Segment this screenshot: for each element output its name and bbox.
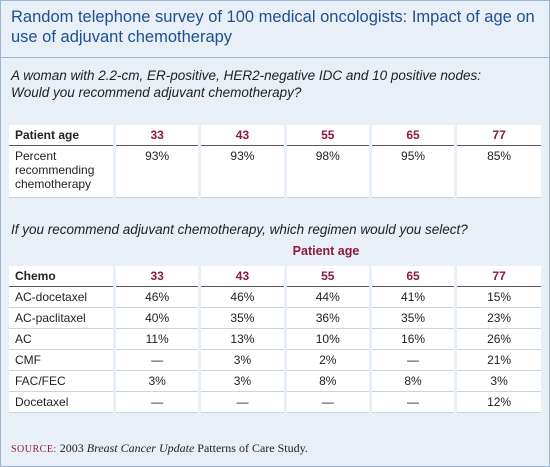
cell: 46% bbox=[112, 286, 200, 308]
header-row: Patient age 33 43 55 65 77 bbox=[9, 125, 541, 146]
cell: — bbox=[283, 391, 371, 413]
cell: 35% bbox=[198, 307, 286, 329]
header-cell: 43 bbox=[198, 125, 286, 146]
cell: 46% bbox=[198, 286, 286, 308]
divider bbox=[1, 57, 549, 58]
cell: 21% bbox=[454, 349, 541, 371]
cell: — bbox=[112, 349, 200, 371]
cell: 8% bbox=[368, 370, 456, 392]
cell: AC-paclitaxel bbox=[9, 307, 115, 329]
cell: 12% bbox=[454, 391, 541, 413]
header-cell: 55 bbox=[283, 266, 371, 287]
cell: Docetaxel bbox=[9, 391, 115, 413]
cell: FAC/FEC bbox=[9, 370, 115, 392]
question: If you recommend adjuvant chemotherapy, … bbox=[11, 222, 468, 237]
cell: 93% bbox=[198, 145, 286, 198]
cell: Percent recommending chemotherapy bbox=[9, 145, 115, 198]
group-header: Patient age bbox=[292, 244, 360, 258]
cell: 23% bbox=[454, 307, 541, 329]
table: Chemo 33 43 55 65 77 AC-docetaxel 46% 46% 44% 41% 1… bbox=[9, 266, 541, 413]
cell: — bbox=[112, 391, 200, 413]
row: FAC/FEC 3% 3% 8% 8% 3% bbox=[9, 370, 541, 392]
source-label: SOURCE: bbox=[11, 444, 57, 455]
cell: 11% bbox=[112, 328, 200, 350]
source-year: 2003 bbox=[59, 441, 84, 455]
source-text: Patterns of Care Study. bbox=[197, 441, 308, 455]
cell: 3% bbox=[198, 370, 286, 392]
cell: — bbox=[368, 391, 456, 413]
row: Docetaxel — — — —12% bbox=[9, 391, 541, 413]
source-publication: Breast Cancer Update bbox=[86, 441, 195, 455]
header-cell: 77 bbox=[454, 125, 541, 146]
cell: 2% bbox=[283, 349, 371, 371]
row: AC-docetaxel 46% 46% 44% 41% 15% bbox=[9, 286, 541, 308]
cell: 95% bbox=[368, 145, 456, 198]
header-cell: 65 bbox=[368, 266, 456, 287]
cell: 44% bbox=[283, 286, 371, 308]
cell: 35% bbox=[368, 307, 456, 329]
cell: 36% bbox=[283, 307, 371, 329]
cell: — bbox=[368, 349, 456, 371]
cell: 26% bbox=[454, 328, 541, 350]
header-cell: 65 bbox=[368, 125, 456, 146]
header-cell: 43 bbox=[198, 266, 286, 287]
cell: CMF bbox=[9, 349, 115, 371]
row: AC 11% 13% 10% 16% 26% bbox=[9, 328, 541, 350]
cell: 85% bbox=[454, 145, 541, 198]
row: CMF —3% 2% —21% bbox=[9, 349, 541, 371]
header-cell: 77 bbox=[454, 266, 541, 287]
question: Would you recommend adjuvant chemotherap… bbox=[11, 85, 302, 100]
cell: 3% bbox=[112, 370, 200, 392]
header-cell: 33 bbox=[112, 125, 200, 146]
header-cell: Chemo bbox=[9, 266, 115, 287]
cell: 41% bbox=[368, 286, 456, 308]
row: AC-paclitaxel 40% 35% 36% 35% 23% bbox=[9, 307, 541, 329]
cell: AC bbox=[9, 328, 115, 350]
cell: 40% bbox=[112, 307, 200, 329]
cell: 8% bbox=[283, 370, 371, 392]
header-cell: 55 bbox=[283, 125, 371, 146]
table: Patient age 33 43 55 65 77 Percent recommendin… bbox=[9, 125, 541, 198]
source: SOURCE: 2003 Breast Cancer Update Patter… bbox=[11, 441, 308, 456]
header-cell: Patient age bbox=[9, 125, 115, 146]
question: A woman with 2.2-cm, ER-positive, HER2-n… bbox=[11, 68, 481, 83]
cell: 3% bbox=[198, 349, 286, 371]
row: Percent recommending chemotherapy 93% 93% 9… bbox=[9, 145, 541, 198]
cell: 3% bbox=[454, 370, 541, 392]
cell: AC-docetaxel bbox=[9, 286, 115, 308]
header-cell: 33 bbox=[112, 266, 200, 287]
cell: 93% bbox=[112, 145, 200, 198]
cell: 13% bbox=[198, 328, 286, 350]
cell: 16% bbox=[368, 328, 456, 350]
title: Random telephone survey of 100 medical o… bbox=[11, 8, 535, 46]
cell: 15% bbox=[454, 286, 541, 308]
header-row: Chemo 33 43 55 65 77 bbox=[9, 266, 541, 287]
cell: 98% bbox=[283, 145, 371, 198]
cell: 10% bbox=[283, 328, 371, 350]
cell: — bbox=[198, 391, 286, 413]
